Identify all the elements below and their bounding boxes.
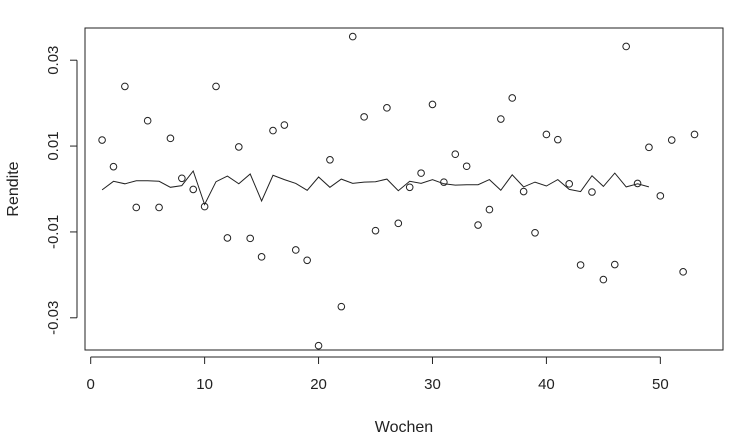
data-point [622,42,630,51]
data-point [576,261,585,269]
data-point [588,188,596,196]
data-point [383,104,391,112]
data-point [280,121,289,129]
data-point [554,135,562,144]
y-tick-label: 0.01 [45,131,62,160]
data-point [132,203,141,212]
data-point [291,246,300,254]
data-point [519,187,528,196]
data-point [474,221,482,229]
data-point [189,185,198,194]
data-point [394,219,403,228]
data-point [314,341,323,350]
data-point [565,180,573,188]
data-point [417,169,425,177]
data-point [212,82,220,91]
data-point [451,150,460,159]
data-point [690,130,699,139]
data-point [166,134,175,143]
data-point [485,205,494,214]
data-point [235,143,243,151]
data-point [599,275,608,284]
data-point [143,116,152,125]
data-point [257,253,266,261]
y-tick-label: -0.03 [45,301,62,335]
y-tick-label: 0.03 [45,46,62,75]
data-point [508,94,517,102]
data-point [610,260,619,269]
data-point [360,113,368,121]
plot-frame [84,27,724,351]
data-point [679,268,687,276]
data-point [667,136,676,144]
data-point [405,183,414,192]
x-tick-label: 10 [196,376,213,393]
data-point [337,302,346,311]
data-point [542,130,551,139]
x-axis: 0 10 20 30 40 50 [87,356,669,393]
data-point [269,126,277,135]
data-point [645,143,653,152]
data-point [155,203,163,212]
data-point [371,226,380,235]
data-point [326,156,334,164]
data-point [462,162,471,171]
data-point [98,136,106,144]
y-axis-title: Rendite [5,161,22,216]
data-point [633,179,642,188]
x-tick-label: 50 [652,376,669,393]
data-point [428,100,437,109]
data-point [348,32,357,41]
data-point [121,82,129,91]
x-axis-title: Wochen [375,419,433,436]
data-point [178,174,186,183]
x-tick-label: 20 [310,376,327,393]
y-axis: -0.03 -0.01 0.01 0.03 [45,46,78,335]
data-point [109,162,118,171]
x-tick-label: 0 [87,376,95,393]
series-line [101,169,650,206]
data-point [223,234,232,242]
data-point [656,192,665,200]
data-point [531,228,539,237]
x-tick-label: 40 [538,376,555,393]
series-layer [98,32,699,350]
data-point [246,234,254,243]
data-point [303,256,311,265]
x-tick-label: 30 [424,376,441,393]
data-point [497,115,505,123]
y-tick-label: -0.01 [45,215,62,249]
